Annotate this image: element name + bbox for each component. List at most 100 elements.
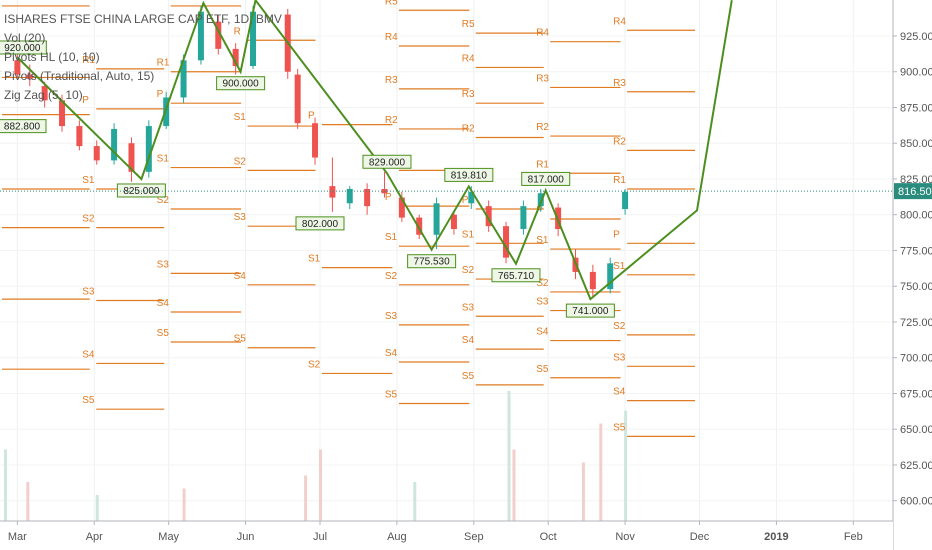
pivot-value-box	[407, 254, 457, 269]
price-tick-label: 750.000	[900, 281, 932, 293]
pivot-value-label: 817.000	[528, 174, 565, 185]
pivot-value-box	[521, 171, 571, 186]
candle-body	[197, 11, 204, 61]
time-tick-label: Jul	[313, 531, 327, 543]
pivot-label: S2	[157, 195, 170, 206]
pivot-label: S5	[613, 422, 626, 433]
pivot-label: S1	[385, 232, 398, 243]
pivot-label: R2	[0, 0, 1, 3]
pivot-value-label: 920.000	[4, 43, 41, 54]
pivot-value-label: 829.000	[369, 157, 406, 168]
pivot-label: S5	[82, 395, 95, 406]
candle-body	[312, 123, 319, 158]
candle-body	[128, 143, 135, 172]
time-tick-label: Sep	[464, 531, 484, 543]
pivot-value-label: 882.800	[4, 122, 41, 133]
price-axis[interactable]: 925.000 900.000 875.000 850.000 825.000 800.0…	[892, 0, 932, 550]
pivot-label: S3	[82, 287, 95, 298]
candle-body	[607, 263, 614, 290]
candle-body	[537, 193, 544, 207]
pivot-label: S1	[536, 235, 549, 246]
pivot-label: R3	[462, 89, 475, 100]
legend-pivots-hl[interactable]: Pivots HL (10, 10)	[4, 50, 100, 64]
pivot-label: S1	[82, 175, 95, 186]
pivot-label: R1	[82, 55, 95, 66]
legend-zigzag[interactable]: Zig Zag (5, 10)	[4, 88, 83, 102]
candle-body	[329, 186, 336, 198]
pivot-value-box	[116, 183, 166, 198]
pivot-label: S3	[613, 352, 626, 363]
pivot-value-label: 819.810	[451, 170, 488, 181]
pivot-levels: R2 R1 P S1 S2 S3 S4 R1 P S1 S2 S3 S4 S5 R2 R1 P S1 S2 S3 S4 S…	[0, 0, 696, 437]
pivot-value-box	[565, 303, 615, 318]
price-tick-label: 650.000	[900, 424, 932, 436]
pivot-value-label: 775.530	[414, 257, 451, 268]
grid	[0, 0, 893, 521]
time-axis-background	[0, 521, 893, 550]
volume-bar	[599, 423, 603, 521]
pivot-label: S1	[308, 254, 321, 265]
volume-bar	[581, 462, 585, 521]
pivot-label: P	[613, 229, 620, 240]
time-axis[interactable]: Mar Apr May Jun Jul Aug Sep Oct Nov Dec 2019 Feb	[0, 520, 893, 550]
pivot-label: S4	[82, 349, 95, 360]
pivot-value-label: 802.000	[302, 219, 339, 230]
price-tick-label: 825.000	[900, 174, 932, 186]
time-tick-label: Nov	[615, 531, 635, 543]
candle-body	[76, 126, 83, 147]
pivot-label: R5	[462, 19, 475, 30]
pivot-label: S1	[613, 261, 626, 272]
pivot-label: S2	[613, 321, 626, 332]
pivot-label: S4	[536, 327, 549, 338]
candle-body	[416, 217, 423, 235]
legend-vol[interactable]: Vol (20)	[4, 31, 46, 45]
pivot-label: R4	[613, 16, 626, 27]
candle-body	[145, 126, 152, 172]
volume-bar	[3, 449, 7, 521]
pivot-label: R1	[536, 159, 549, 170]
pivot-value-box	[0, 119, 47, 134]
pivot-label: S3	[536, 297, 549, 308]
legend-pivots[interactable]: Pivots (Traditional, Auto, 15)	[4, 69, 155, 83]
candle-body	[622, 191, 629, 210]
pivot-label: R2	[462, 124, 475, 135]
pivot-label: P	[82, 95, 89, 106]
legend-symbol[interactable]: ISHARES FTSE CHINA LARGE CAP ETF, 1D, BM…	[4, 12, 282, 26]
price-axis-background	[893, 0, 932, 550]
price-tick-label: 850.000	[900, 138, 932, 150]
pivot-value-label: 765.710	[498, 271, 535, 282]
time-tick-label: Jun	[237, 531, 255, 543]
volume-bar	[318, 449, 322, 521]
pivot-label: S4	[462, 335, 475, 346]
pivot-label: R2	[536, 122, 549, 133]
pivot-label: R5	[385, 0, 398, 7]
pivot-label: P	[536, 205, 543, 216]
zigzag-labels: 825.000900.000829.000775.530819.810765.7…	[0, 40, 615, 318]
pivot-label: S4	[613, 387, 626, 398]
pivot-label: S3	[385, 311, 398, 322]
last-price-label: 816.500	[898, 186, 932, 198]
price-tick-label: 900.000	[900, 67, 932, 79]
pivot-label: R2	[385, 115, 398, 126]
pivot-value-box	[362, 154, 412, 169]
pivot-label: R2	[613, 136, 626, 147]
price-tick-label: 675.000	[900, 388, 932, 400]
candle-body	[450, 214, 457, 230]
pivot-label: S2	[308, 359, 321, 370]
volume-bar	[507, 391, 511, 521]
time-tick-label: Aug	[387, 531, 407, 543]
time-tick-label: Feb	[844, 531, 863, 543]
candle-body	[503, 226, 510, 258]
pivot-label: S5	[234, 334, 247, 345]
pivot-label: S4	[385, 348, 398, 359]
zigzag-line	[16, 0, 733, 301]
candle-body	[232, 48, 239, 67]
pivot-label: S4	[234, 271, 247, 282]
candle-body	[294, 74, 301, 124]
pivot-label: S5	[462, 371, 475, 382]
candle-body	[485, 206, 492, 227]
pivot-value-label: 900.000	[223, 79, 260, 90]
pivot-label: P	[385, 192, 392, 203]
pivot-label: S2	[536, 278, 549, 289]
